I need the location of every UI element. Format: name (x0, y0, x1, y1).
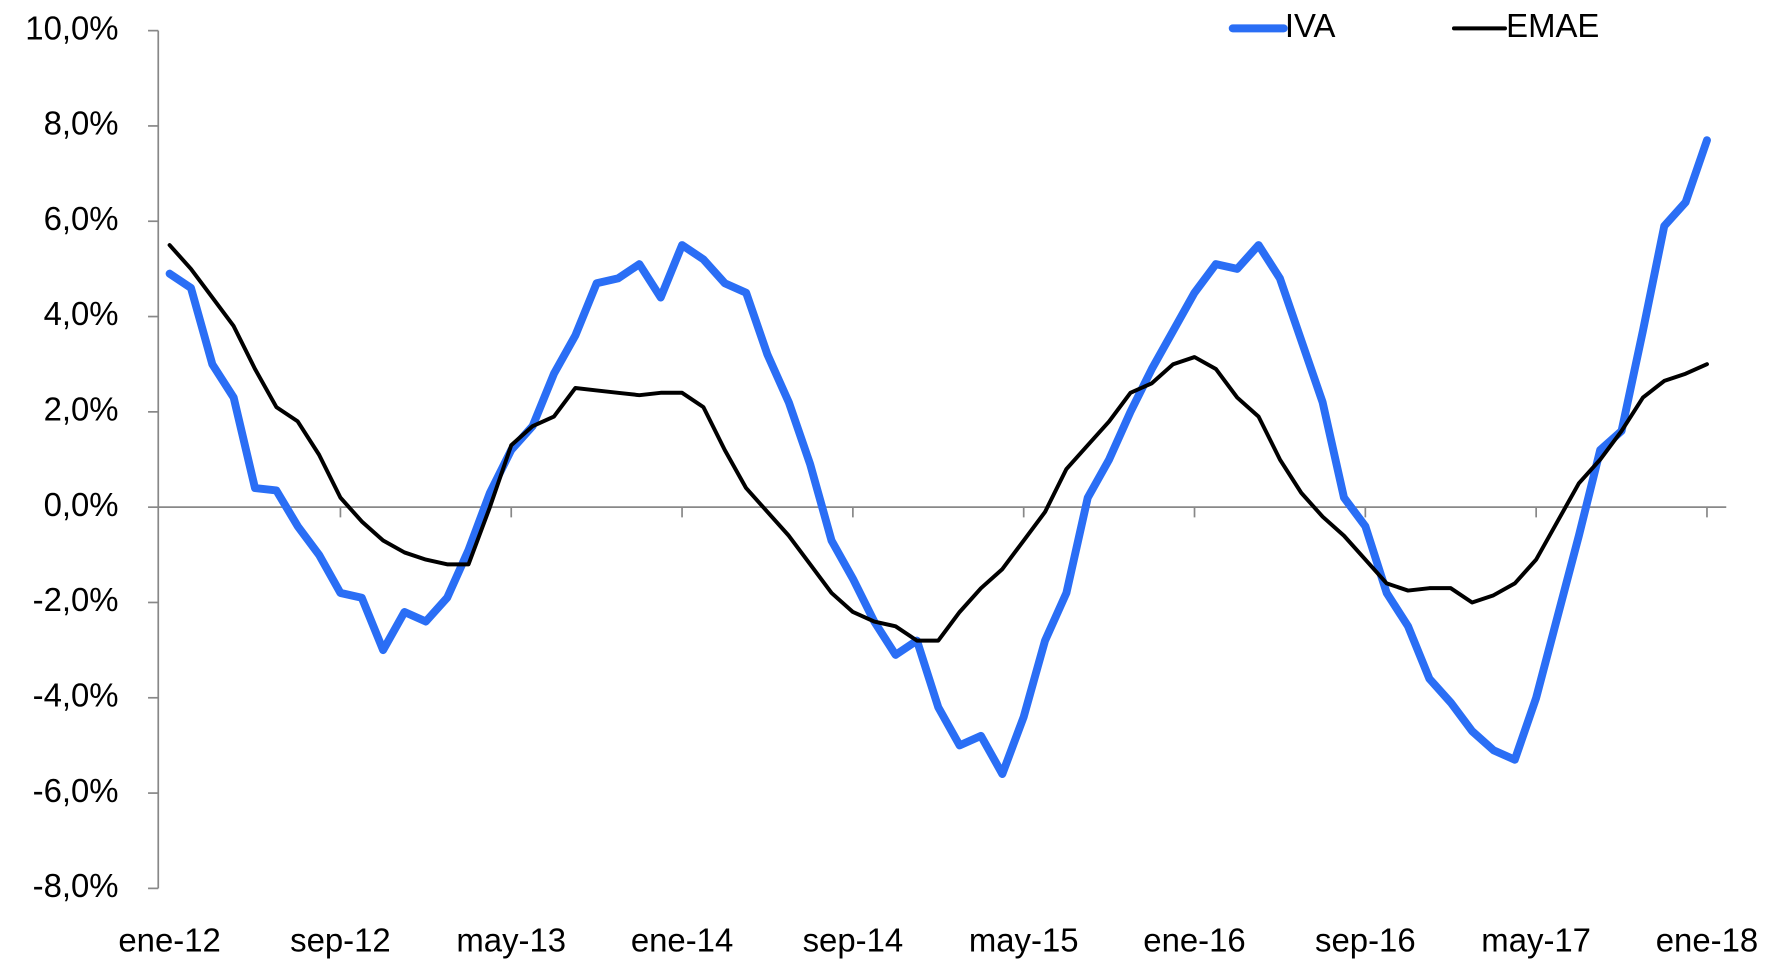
legend-label: EMAE (1506, 7, 1599, 44)
x-tick-label: ene-14 (631, 922, 733, 959)
x-tick-label: ene-16 (1143, 922, 1245, 959)
y-tick-label: -6,0% (33, 772, 119, 809)
y-tick-label: 10,0% (25, 9, 118, 46)
legend-label: IVA (1285, 7, 1336, 44)
y-tick-label: -2,0% (33, 581, 119, 618)
y-tick-label: -4,0% (33, 676, 119, 713)
y-tick-label: 4,0% (44, 295, 119, 332)
x-tick-label: ene-18 (1656, 922, 1758, 959)
x-tick-label: may-15 (969, 922, 1079, 959)
y-tick-label: 0,0% (44, 486, 119, 523)
x-tick-label: sep-12 (290, 922, 391, 959)
y-tick-label: 6,0% (44, 200, 119, 237)
x-tick-label: may-13 (456, 922, 566, 959)
x-tick-label: may-17 (1481, 922, 1591, 959)
y-tick-label: 2,0% (44, 391, 119, 428)
x-tick-label: sep-16 (1315, 922, 1416, 959)
series-line (167, 243, 1709, 643)
y-tick-label: -8,0% (33, 867, 119, 904)
y-tick-label: 8,0% (44, 105, 119, 142)
series-line (165, 136, 1711, 778)
x-tick-label: ene-12 (118, 922, 220, 959)
x-tick-label: sep-14 (803, 922, 904, 959)
